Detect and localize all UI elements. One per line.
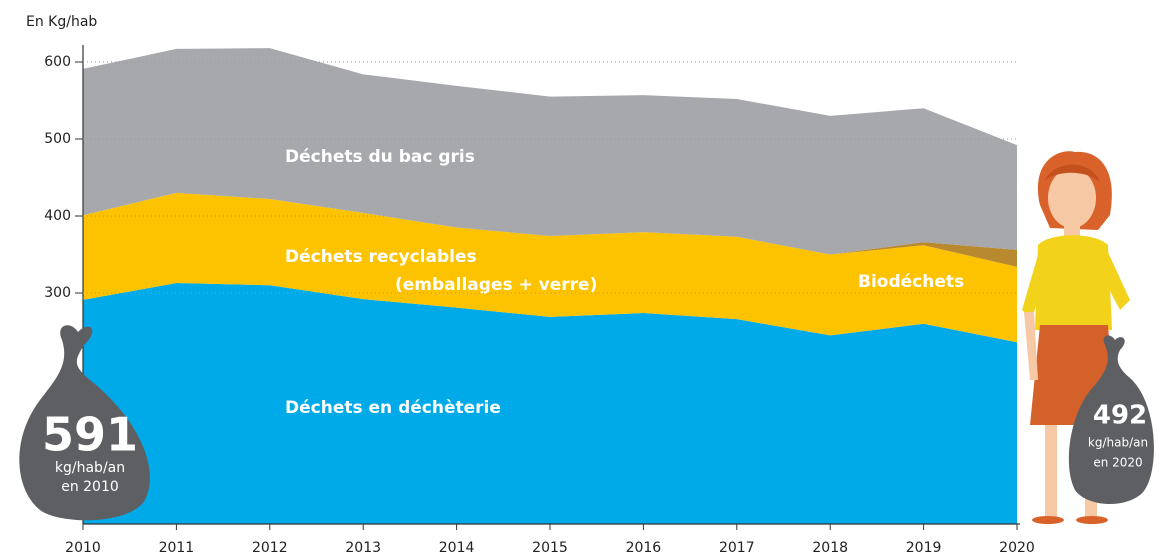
area	[83, 282, 1017, 524]
bag: 591 kg/hab/an en 2010	[19, 325, 150, 521]
x-tick-label: 2018	[812, 540, 848, 556]
x-tick-label: 2011	[159, 540, 195, 556]
y-tick-label: 500	[44, 131, 71, 147]
y-tick-label: 400	[44, 208, 71, 224]
annotation: en 2020	[1093, 456, 1142, 470]
x-tick-label: 2015	[532, 540, 568, 556]
y-tick-label: 300	[44, 285, 71, 301]
area	[83, 192, 1017, 343]
annotation: en 2010	[61, 479, 119, 495]
x-tick-label: 2013	[345, 540, 381, 556]
x-tick-label: 2016	[626, 540, 662, 556]
x-tick-label: 2020	[999, 540, 1035, 556]
x-tick-label: 2019	[906, 540, 942, 556]
area	[83, 48, 1017, 255]
annotation: 492	[1093, 401, 1147, 431]
annotation: kg/hab/an	[55, 460, 125, 476]
x-tick-label: 2010	[65, 540, 101, 556]
annotation: kg/hab/an	[1088, 436, 1148, 450]
area-label: (emballages + verre)	[395, 275, 597, 295]
plot-area	[83, 48, 1017, 524]
area-label: Déchets recyclables	[285, 247, 477, 267]
y-tick-label: 600	[44, 54, 71, 70]
x-tick-label: 2017	[719, 540, 755, 556]
area-label: Déchets en déchèterie	[285, 398, 501, 418]
annotation: 591	[42, 408, 138, 462]
x-tick-label: 2012	[252, 540, 288, 556]
bag: 492 kg/hab/an en 2020	[1068, 335, 1154, 505]
area-label: Biodéchets	[858, 272, 964, 292]
x-tick-label: 2014	[439, 540, 475, 556]
y-axis-label: En Kg/hab	[26, 14, 97, 30]
area-label: Déchets du bac gris	[285, 147, 475, 167]
